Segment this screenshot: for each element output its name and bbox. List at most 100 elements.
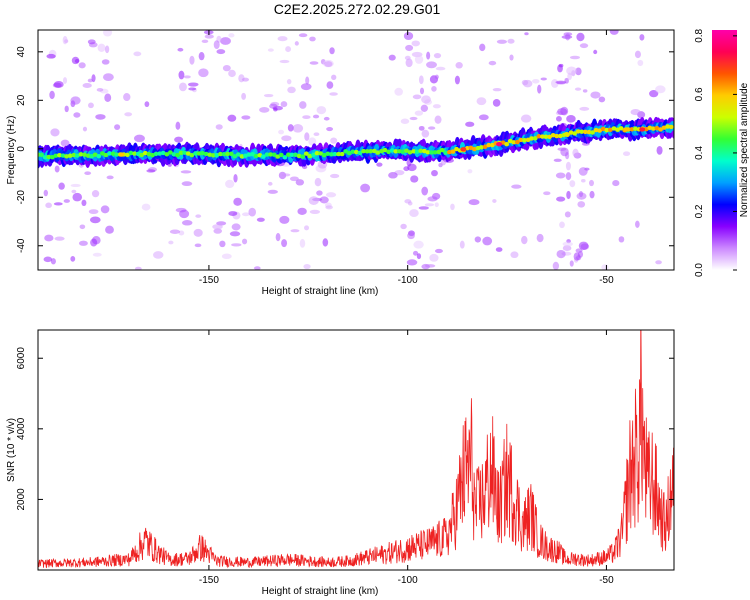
band-core-cell (60, 153, 66, 158)
noise-speck (612, 180, 620, 187)
noise-speck (507, 38, 515, 44)
spectrogram-x-tick-label: -50 (599, 275, 614, 286)
noise-speck (309, 36, 316, 42)
band-core-cell (239, 154, 245, 159)
band-core-cell (103, 152, 109, 158)
band-core-cell (286, 152, 291, 157)
noise-speck (153, 251, 164, 259)
noise-speck (215, 124, 223, 130)
band-core-cell (425, 150, 431, 155)
noise-speck (434, 248, 443, 254)
noise-speck (424, 264, 436, 268)
noise-speck (97, 43, 106, 52)
noise-speck (231, 243, 242, 247)
noise-speck (556, 116, 562, 122)
noise-speck (285, 46, 292, 53)
noise-speck (308, 196, 319, 205)
noise-speck (70, 183, 81, 188)
noise-speck (221, 253, 232, 260)
band-core-cell (232, 154, 238, 159)
noise-speck (635, 220, 640, 228)
noise-speck (281, 239, 288, 248)
band-core-cell (547, 134, 552, 140)
noise-speck (576, 255, 582, 261)
noise-speck (60, 139, 70, 147)
band-core-cell (432, 150, 438, 155)
noise-speck (416, 253, 422, 260)
noise-speck (79, 224, 86, 230)
noise-speck (431, 169, 438, 177)
noise-speck (656, 146, 663, 155)
band-core-cell (46, 154, 52, 160)
noise-speck (134, 266, 142, 270)
snr-plot-area (38, 330, 674, 570)
band-core-cell (260, 154, 266, 159)
band-core-cell (429, 150, 434, 155)
noise-speck (414, 110, 424, 116)
band-core-cell (514, 139, 520, 145)
noise-speck (360, 183, 371, 193)
noise-speck (169, 229, 181, 234)
figure-title: C2E2.2025.272.02.29.G01 (274, 1, 441, 17)
noise-speck (429, 253, 439, 262)
noise-speck (114, 124, 121, 131)
band-core-cell (404, 148, 409, 153)
band-core-cell (396, 149, 402, 154)
noise-speck (581, 179, 586, 183)
noise-speck (418, 125, 425, 131)
noise-speck (479, 43, 486, 52)
noise-speck (299, 238, 306, 248)
noise-speck (649, 90, 659, 98)
noise-speck (609, 30, 619, 35)
band-core-cell (604, 127, 610, 133)
noise-speck (432, 104, 441, 109)
band-core-cell (450, 149, 456, 154)
band-core-cell (411, 149, 417, 154)
noise-speck (168, 240, 174, 245)
noise-speck (104, 45, 110, 54)
spectrogram-y-tick-label: 20 (16, 94, 27, 106)
band-core-cell (167, 150, 173, 155)
noise-speck (424, 203, 435, 207)
noise-speck (92, 252, 102, 257)
noise-speck (510, 251, 519, 259)
noise-speck (579, 190, 584, 198)
band-core-cell (668, 124, 674, 130)
noise-speck (124, 112, 133, 117)
noise-speck (180, 170, 192, 174)
noise-speck (431, 85, 437, 92)
noise-speck (91, 74, 96, 83)
noise-speck (569, 180, 576, 188)
noise-speck (569, 55, 581, 60)
band-core-cell (343, 149, 349, 154)
noise-speck (43, 256, 53, 263)
noise-speck (90, 238, 98, 247)
band-core-cell (608, 127, 613, 133)
band-core-cell (218, 151, 223, 157)
noise-speck (588, 179, 594, 187)
noise-speck (575, 67, 582, 76)
noise-speck (655, 85, 666, 94)
noise-speck (53, 81, 64, 88)
noise-speck (639, 34, 645, 41)
noise-speck (89, 216, 101, 224)
colorbar-gradient (712, 30, 737, 270)
spectrogram-frame (37, 29, 675, 271)
noise-speck (82, 126, 88, 132)
band-core-cell (114, 152, 120, 157)
noise-speck (559, 221, 565, 229)
noise-speck (511, 184, 522, 189)
noise-speck (91, 190, 100, 198)
noise-speck (412, 250, 419, 256)
noise-speck (562, 241, 573, 247)
noise-speck (410, 175, 419, 183)
spectrogram-x-tick-label: -100 (398, 275, 418, 286)
band-peak-cell (118, 152, 125, 157)
noise-speck (531, 78, 540, 84)
noise-speck (300, 83, 312, 91)
band-core-cell (332, 151, 338, 157)
noise-speck (330, 137, 338, 144)
noise-speck (590, 91, 601, 99)
noise-speck (88, 102, 94, 109)
band-peak-cell (563, 132, 570, 137)
